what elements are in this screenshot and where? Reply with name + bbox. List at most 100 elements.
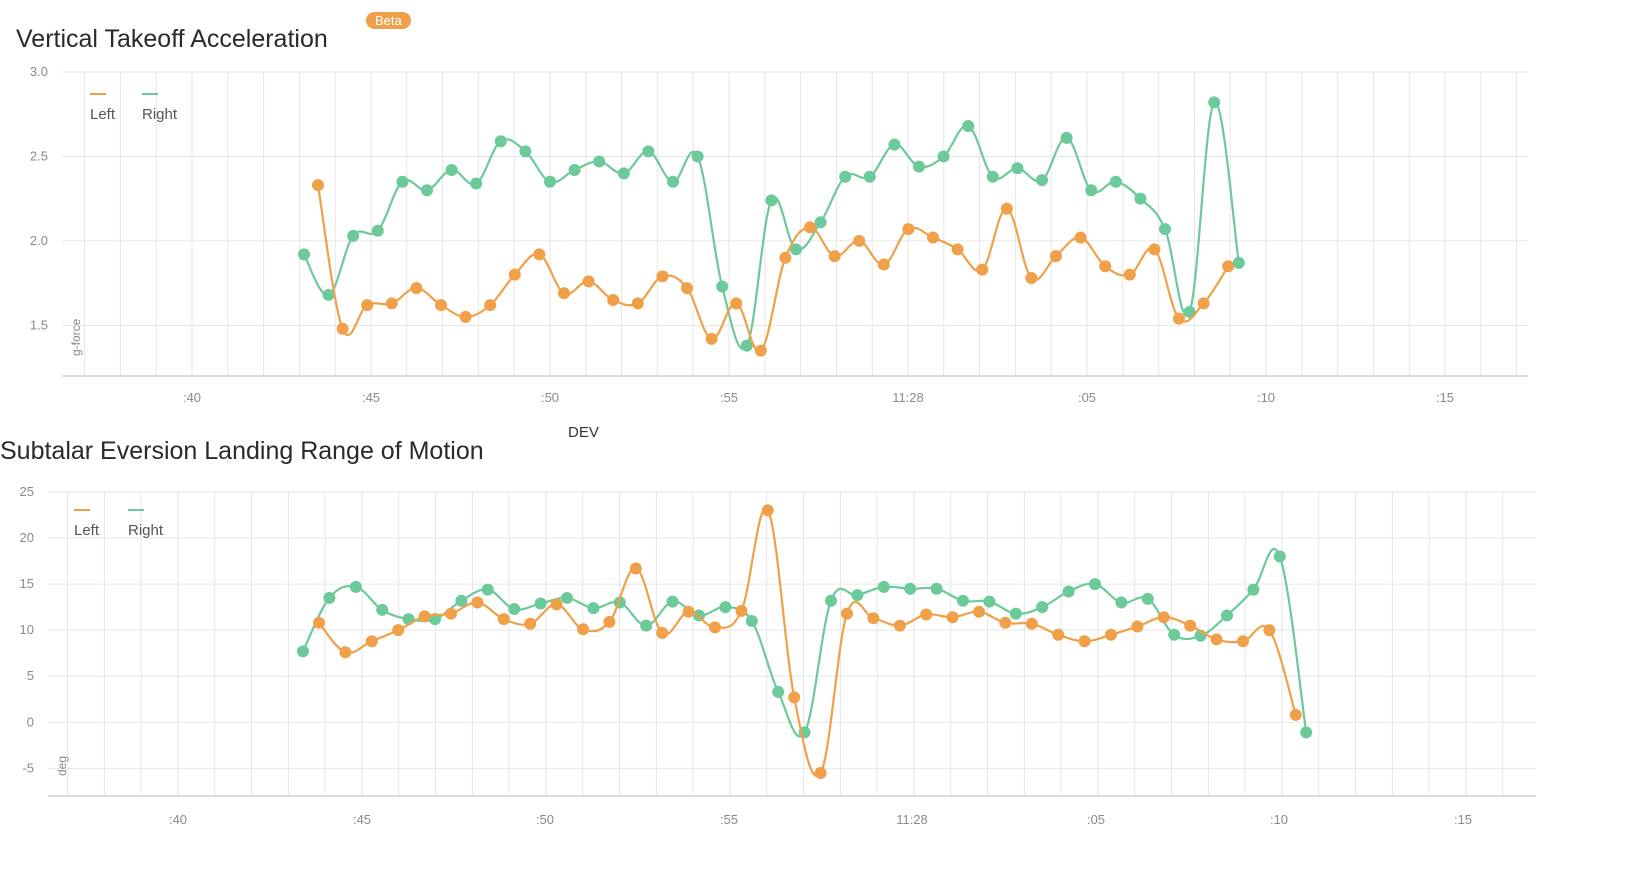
legend-label-left: Left (74, 522, 100, 539)
vertical-takeoff-chart: 1.5 2.0 2.5 3.0:40:45:50:55 11:28:05:10:15 g-… (30, 64, 1528, 405)
data-point-right (445, 163, 458, 176)
x-tick-label: :10 (1257, 390, 1275, 405)
data-point-left (779, 251, 792, 264)
data-point-left (1000, 202, 1013, 215)
data-point-right (494, 135, 507, 148)
data-point-left (681, 282, 693, 295)
data-point-right (568, 163, 581, 176)
y-tick-label: 1.5 (30, 317, 48, 332)
x-tick-label: :05 (1078, 390, 1096, 405)
x-tick-label: :50 (541, 390, 559, 405)
data-point-left (841, 607, 853, 620)
data-point-left (1210, 633, 1223, 646)
x-tick-label: :55 (720, 812, 738, 827)
data-point-right (1221, 609, 1233, 622)
data-point-right (347, 229, 360, 242)
chart-title-vertical-takeoff: Vertical Takeoff Acceleration (16, 25, 328, 53)
data-point-left (603, 615, 616, 628)
data-point-right (851, 589, 864, 602)
data-point-left (385, 297, 398, 310)
data-point-right (667, 175, 679, 188)
data-point-right (962, 120, 975, 133)
data-point-left (1099, 260, 1112, 273)
data-point-right (561, 591, 573, 604)
data-point-left (336, 322, 349, 335)
data-point-right (986, 170, 999, 183)
data-point-right (1109, 175, 1122, 188)
y-tick-label: 3.0 (30, 64, 48, 79)
y-tick-label: 20 (20, 530, 34, 545)
data-point-right (1183, 305, 1196, 318)
data-point-left (1184, 619, 1197, 632)
y-axis-label: g-force (69, 318, 83, 356)
data-point-right (1089, 578, 1101, 591)
data-point-right (1009, 607, 1022, 620)
x-tick-label: :40 (183, 390, 201, 405)
data-point-left (1157, 611, 1170, 624)
grid (62, 71, 1528, 376)
data-point-right (888, 138, 901, 151)
y-tick-label: -5 (22, 760, 34, 775)
data-point-right (1011, 162, 1024, 175)
x-tick-label: :55 (720, 390, 738, 405)
y-tick-label: 15 (20, 576, 34, 591)
data-point-right (349, 580, 362, 593)
data-point-left (550, 598, 563, 611)
data-point-right (323, 591, 336, 604)
data-point-left (709, 621, 721, 634)
data-point-left (1078, 635, 1091, 648)
data-point-left (893, 619, 906, 632)
data-point-right (481, 583, 494, 596)
data-point-right (716, 280, 729, 293)
data-point-left (410, 282, 423, 295)
data-point-left (497, 613, 510, 626)
data-point-left (459, 310, 472, 323)
data-point-left (1148, 243, 1161, 256)
dev-label: DEV (568, 424, 599, 441)
data-point-right (691, 150, 704, 163)
data-point-left (361, 299, 374, 312)
x-tick-label: :50 (536, 812, 554, 827)
data-point-right (1273, 550, 1286, 563)
grid (48, 491, 1536, 796)
data-point-left (471, 596, 484, 609)
data-point-left (853, 234, 866, 247)
data-point-left (656, 270, 669, 283)
x-tick-label: :05 (1087, 812, 1105, 827)
data-point-left (867, 612, 880, 625)
data-point-left (313, 616, 325, 629)
data-point-right (1060, 131, 1073, 144)
data-point-left (946, 611, 959, 624)
data-point-right (765, 194, 778, 207)
data-point-right (508, 602, 521, 615)
data-point-right (1247, 583, 1260, 596)
data-point-right (1085, 184, 1098, 197)
data-point-left (705, 332, 718, 345)
y-tick-label: 2.5 (30, 148, 48, 163)
data-point-left (761, 504, 774, 517)
data-point-left (656, 626, 669, 639)
data-point-right (455, 594, 468, 607)
data-point-right (937, 150, 950, 163)
legend-label-left: Left (90, 106, 116, 123)
data-point-right (587, 602, 600, 615)
data-point-right (1159, 223, 1171, 236)
data-point-right (544, 175, 556, 188)
x-tick-label: 11:28 (892, 390, 924, 405)
data-point-left (607, 294, 620, 306)
data-point-left (976, 263, 989, 276)
x-tick-label: :15 (1436, 390, 1454, 405)
data-point-right (534, 597, 547, 610)
data-point-left (631, 297, 644, 310)
data-point-right (1168, 628, 1181, 641)
data-point-left (312, 179, 324, 192)
data-point-right (863, 170, 876, 183)
data-point-right (371, 224, 384, 237)
data-point-left (1074, 231, 1087, 244)
y-tick-label: 2.0 (30, 233, 48, 248)
data-point-right (642, 145, 655, 158)
y-tick-label: 5 (27, 668, 34, 683)
data-point-right (772, 685, 785, 698)
data-point-right (913, 160, 925, 173)
data-point-right (470, 177, 483, 190)
